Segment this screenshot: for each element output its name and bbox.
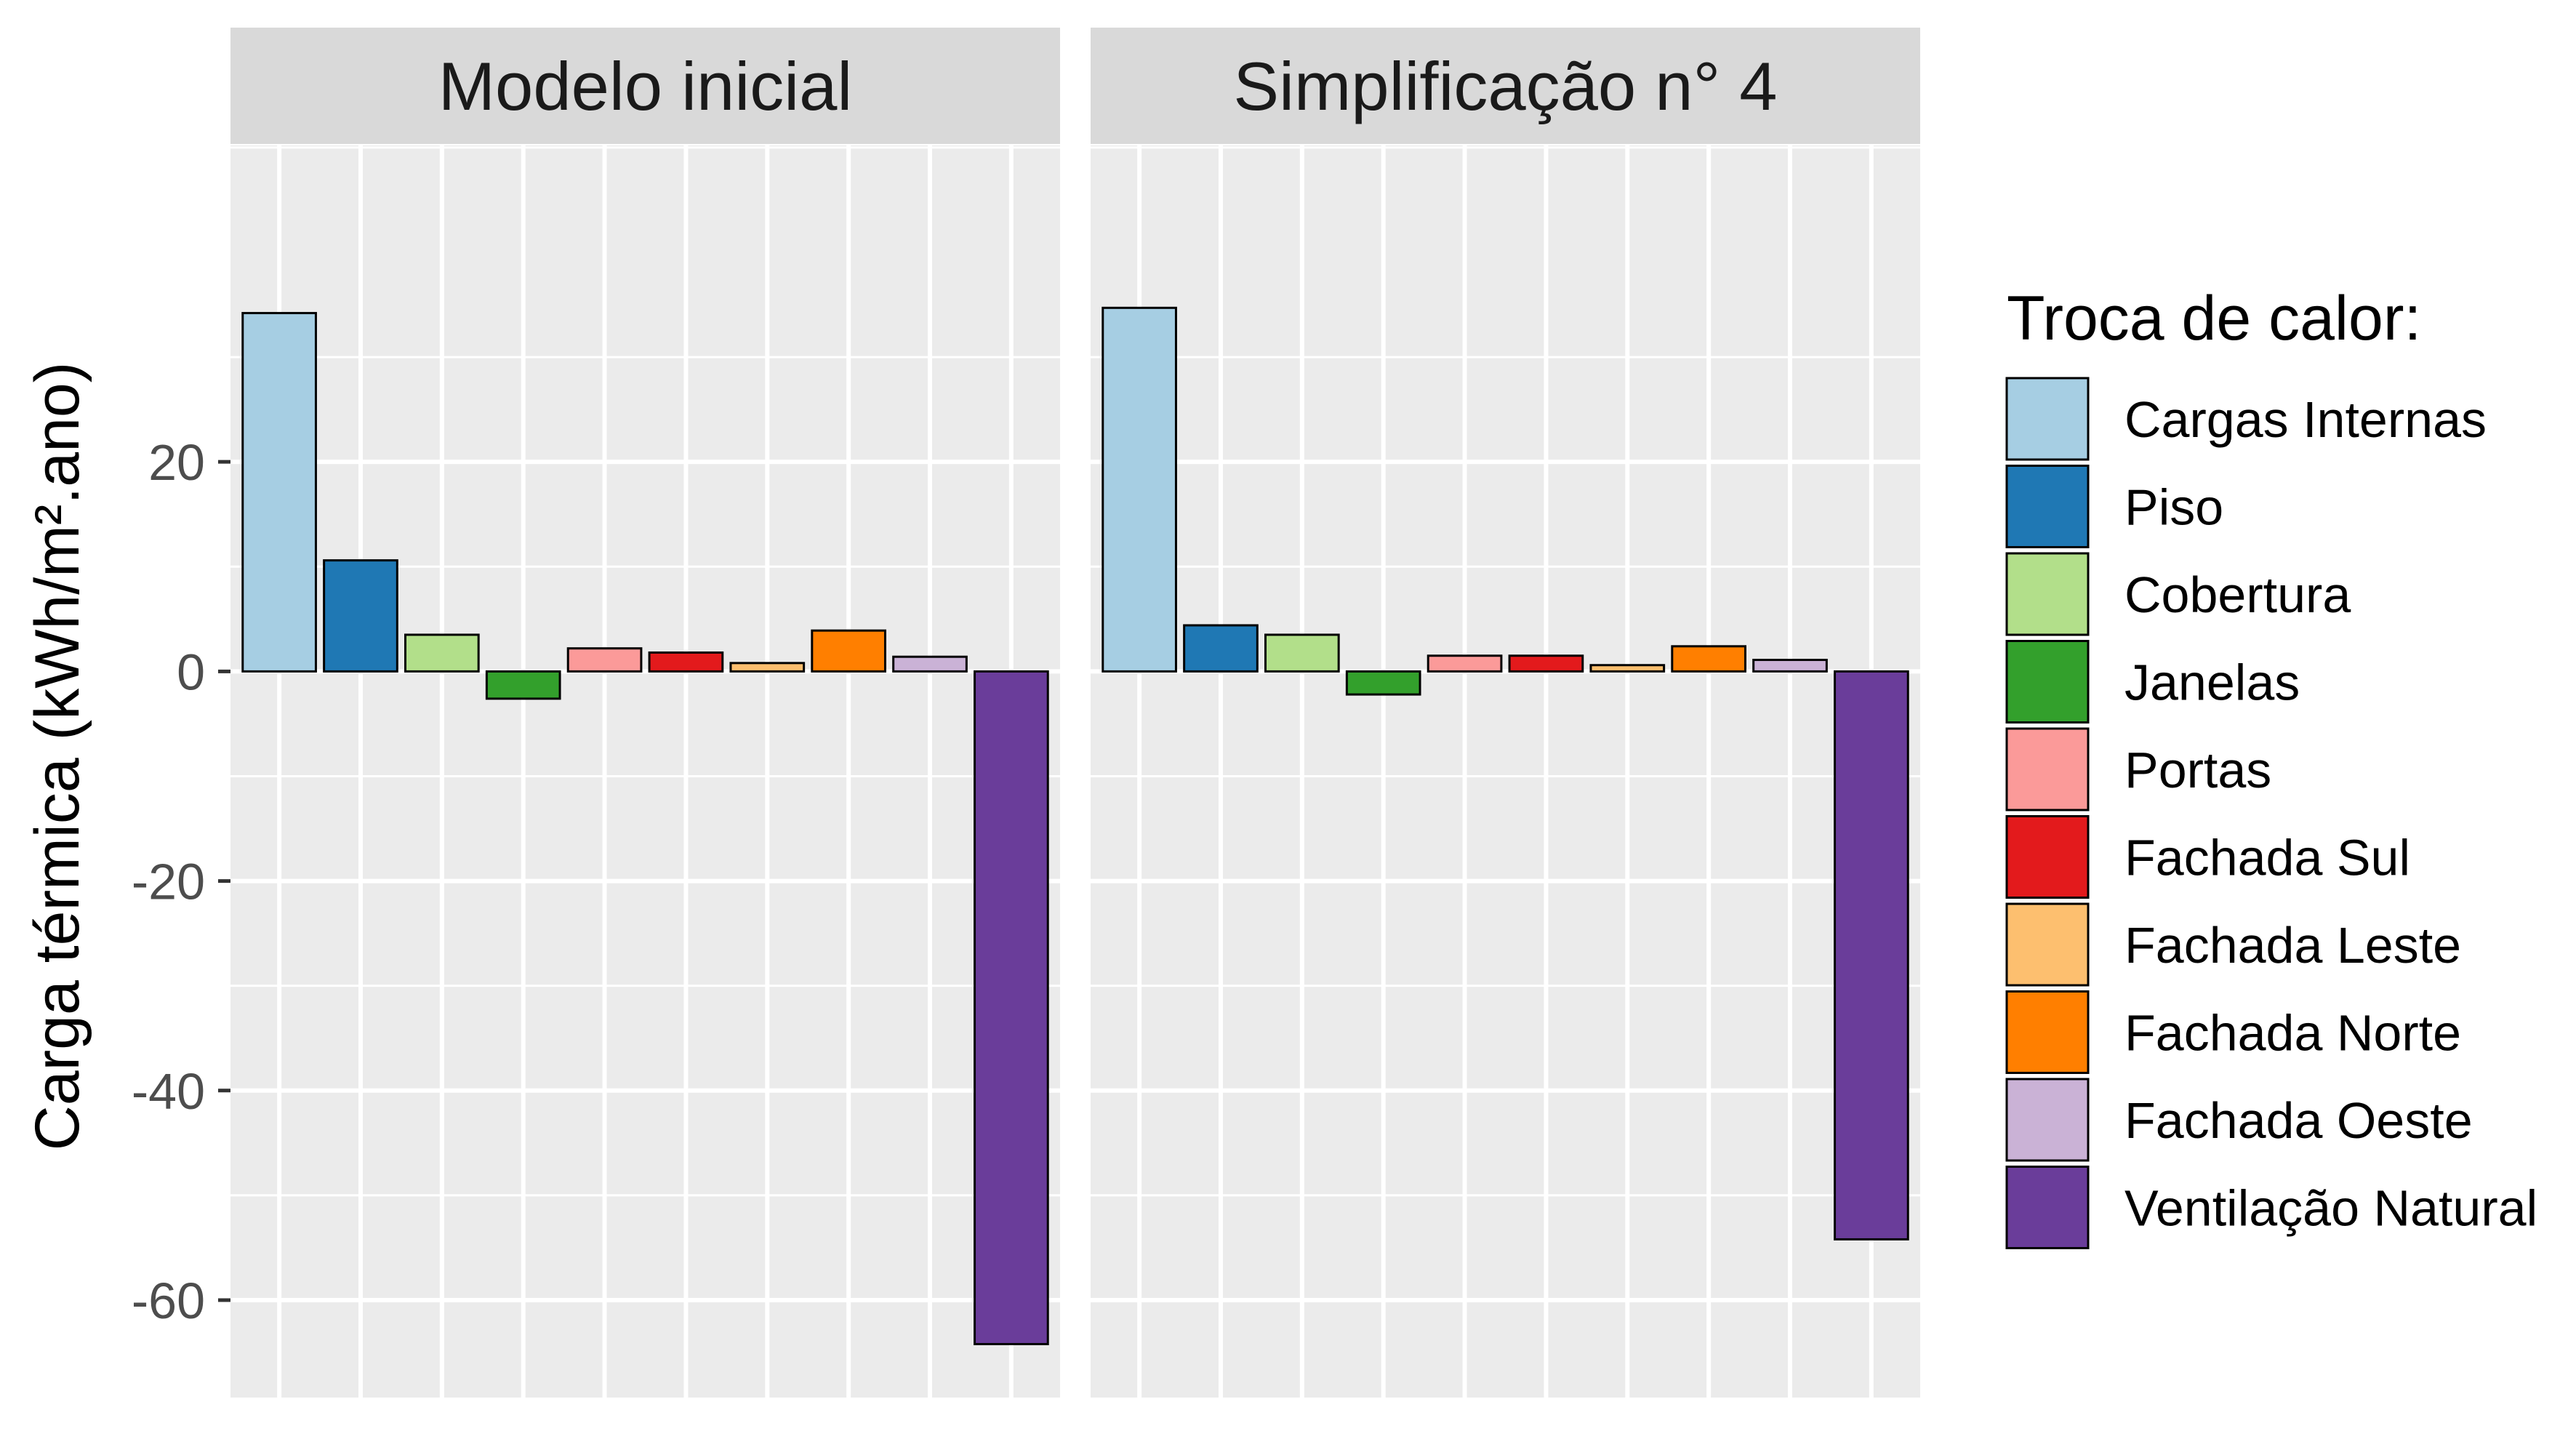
y-tick-label: 20 (148, 434, 205, 491)
bar-fachada-oeste (1752, 659, 1828, 673)
bar-fachada-norte (1671, 645, 1746, 673)
legend: Troca de calor: Cargas Internas Piso Cober… (2005, 284, 2537, 1249)
legend-items: Cargas Internas Piso Cobertura Janelas Porta… (2005, 377, 2537, 1249)
facet-title: Modelo inicial (438, 48, 853, 124)
bar-portas (566, 647, 643, 673)
legend-key (2005, 1078, 2090, 1162)
bar-janelas (485, 670, 561, 700)
plot-background (1091, 145, 1920, 1398)
bar-fachada-leste (729, 662, 806, 673)
legend-label: Fachada Sul (2124, 830, 2410, 886)
legend-item: Fachada Leste (2005, 902, 2461, 987)
legend-label: Janelas (2124, 654, 2300, 711)
legend-item: Janelas (2005, 640, 2300, 723)
bar-portas (1427, 654, 1503, 673)
legend-label: Piso (2124, 479, 2223, 536)
legend-key (2005, 990, 2090, 1074)
legend-item: Fachada Oeste (2005, 1078, 2473, 1162)
facet-title: Simplificação n° 4 (1233, 48, 1777, 124)
legend-label: Portas (2124, 742, 2271, 798)
legend-item: Portas (2005, 727, 2271, 811)
legend-label: Cobertura (2124, 566, 2351, 623)
legend-key (2005, 377, 2090, 461)
legend-label: Ventilação Natural (2124, 1180, 2537, 1237)
bar-fachada-norte (811, 629, 886, 673)
legend-key (2005, 552, 2090, 636)
legend-label: Fachada Oeste (2124, 1092, 2473, 1149)
legend-key (2005, 815, 2090, 899)
chart-panels: Modelo inicial Simplificação n° 4 (230, 28, 1920, 1398)
bar-cobertura (1264, 633, 1340, 673)
bar-fachada-sul (1508, 654, 1584, 673)
y-tick-label: -40 (132, 1063, 205, 1120)
legend-item: Cargas Internas (2005, 377, 2487, 461)
legend-label: Fachada Leste (2124, 917, 2461, 974)
legend-key (2005, 465, 2090, 548)
legend-label: Cargas Internas (2124, 391, 2487, 448)
y-tick-label: -20 (132, 854, 205, 910)
legend-label: Fachada Norte (2124, 1005, 2461, 1062)
legend-item: Cobertura (2005, 552, 2351, 636)
bar-ventilação-natural (1834, 670, 1909, 1240)
facet-panel: Modelo inicial (230, 28, 1060, 1398)
legend-title: Troca de calor: (2007, 284, 2421, 353)
y-tick-label: 0 (177, 644, 205, 700)
bar-cargas-internas (1102, 306, 1177, 673)
bar-cargas-internas (241, 312, 317, 673)
legend-item: Piso (2005, 465, 2223, 548)
facet-strip (230, 28, 1060, 144)
plot-background (230, 145, 1060, 1398)
facet-panel: Simplificação n° 4 (1091, 28, 1920, 1398)
facet-strip (1091, 28, 1920, 144)
y-axis: 20 0 -20 -40 -60 (132, 434, 230, 1329)
bar-fachada-oeste (892, 655, 968, 673)
legend-item: Fachada Norte (2005, 990, 2461, 1074)
bar-piso (323, 559, 398, 673)
bar-cobertura (404, 633, 480, 673)
bar-fachada-leste (1589, 664, 1666, 673)
bar-piso (1183, 624, 1259, 673)
legend-item: Fachada Sul (2005, 815, 2410, 899)
bar-ventilação-natural (974, 670, 1049, 1346)
legend-key (2005, 902, 2090, 987)
bar-janelas (1345, 670, 1421, 696)
bar-fachada-sul (648, 651, 724, 673)
legend-key (2005, 640, 2090, 723)
legend-key (2005, 727, 2090, 811)
legend-key (2005, 1166, 2090, 1249)
y-axis-title: Carga térmica (kWh/m².ano) (23, 362, 92, 1151)
legend-item: Ventilação Natural (2005, 1166, 2537, 1249)
y-tick-label: -60 (132, 1272, 205, 1329)
